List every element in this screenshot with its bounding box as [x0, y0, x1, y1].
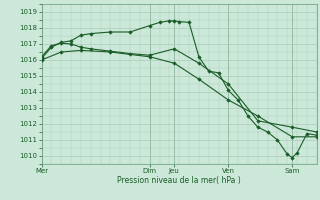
X-axis label: Pression niveau de la mer( hPa ): Pression niveau de la mer( hPa )	[117, 176, 241, 185]
